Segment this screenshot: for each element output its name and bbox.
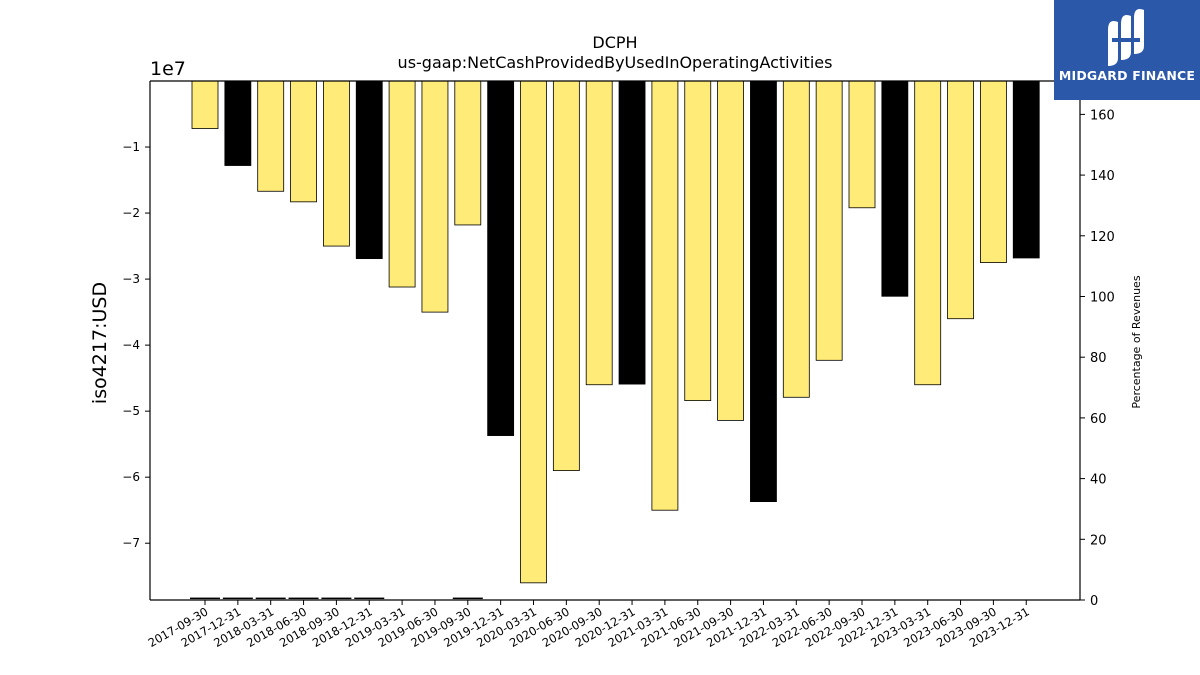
bar-2019-12-31	[487, 80, 515, 436]
chart-subtitle: us-gaap:NetCashProvidedByUsedInOperating…	[398, 53, 833, 72]
bar-2023-03-31	[914, 80, 942, 386]
bar-2018-09-30	[322, 80, 350, 247]
y2-tick-label: 60	[1090, 412, 1107, 427]
bar-2023-06-30	[947, 80, 974, 320]
y2-tick-label: 160	[1090, 108, 1115, 123]
percent-mark-2018-12-31	[354, 597, 385, 600]
y-tick-label: −1	[122, 140, 140, 154]
bar-2022-03-31	[782, 80, 810, 398]
bar-2017-12-31	[224, 80, 252, 166]
y2-tick-label: 20	[1090, 533, 1107, 548]
bar-2021-12-31	[750, 80, 777, 503]
y-tick-label: −2	[122, 206, 140, 220]
y-tick-label: −5	[122, 404, 140, 418]
bar-2020-03-31	[520, 80, 547, 584]
percent-mark-2019-09-30	[452, 597, 483, 600]
bar-2018-12-31	[355, 80, 383, 260]
y2-tick-label: 140	[1090, 169, 1115, 184]
percent-series-group	[190, 597, 483, 600]
y2-tick-label: 80	[1090, 351, 1107, 366]
bar-2020-12-31	[618, 80, 646, 385]
bar-2020-09-30	[585, 80, 613, 386]
bar-2022-12-31	[881, 80, 909, 297]
percent-mark-2018-06-30	[288, 597, 319, 600]
midgard-finance-logo: MIDGARD FINANCE	[1054, 0, 1200, 100]
bar-2021-03-31	[651, 80, 679, 511]
bar-2018-06-30	[290, 80, 317, 203]
logo-text: MIDGARD FINANCE	[1058, 68, 1196, 83]
y2-axis-label: Percentage of Revenues	[1130, 275, 1143, 408]
y2-tick-label: 40	[1090, 473, 1107, 488]
bar-2022-09-30	[848, 80, 876, 209]
percent-mark-2018-09-30	[321, 597, 352, 600]
bars-group	[191, 80, 1040, 584]
midgard-logo-icon	[1108, 9, 1144, 66]
bar-2021-09-30	[717, 80, 744, 421]
bar-2021-06-30	[684, 80, 712, 401]
bar-2019-06-30	[421, 80, 449, 313]
y2-tick-label: 100	[1090, 290, 1115, 305]
bar-2019-03-31	[388, 80, 416, 288]
bar-2023-12-31	[1012, 80, 1040, 259]
y-axis-label: iso4217:USD	[89, 282, 111, 404]
bar-2020-06-30	[552, 80, 580, 471]
bar-2018-03-31	[257, 80, 285, 192]
chart-title: DCPH	[592, 33, 637, 52]
percent-mark-2017-12-31	[222, 597, 253, 600]
y-tick-label: −4	[122, 338, 140, 352]
bar-2022-06-30	[815, 80, 843, 361]
y-tick-label: −6	[122, 470, 140, 484]
bar-2017-09-30	[191, 80, 219, 129]
percent-mark-2017-09-30	[190, 597, 220, 600]
bar-2023-09-30	[980, 80, 1007, 263]
bar-2019-09-30	[454, 80, 482, 226]
y-offset-label: 1e7	[150, 58, 186, 80]
percent-mark-2018-03-31	[255, 597, 286, 600]
y2-tick-label: 0	[1090, 594, 1098, 609]
y2-tick-label: 120	[1090, 230, 1115, 245]
y-tick-label: −3	[122, 272, 140, 286]
y-tick-label: −7	[122, 536, 140, 550]
